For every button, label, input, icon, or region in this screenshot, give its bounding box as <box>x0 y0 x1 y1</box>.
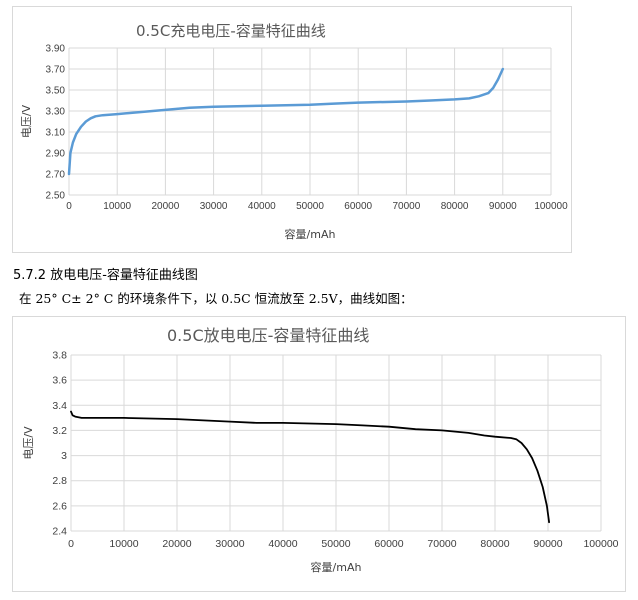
chart-svg: 0.5C充电电压-容量特征曲线 0 10000 20000 30000 40000 5000… <box>20 22 568 241</box>
x-tick-label: 100000 <box>534 201 568 212</box>
y-tick-label: 3.2 <box>52 425 67 437</box>
x-axis-label: 容量/mAh <box>311 560 362 574</box>
x-tick-label: 20000 <box>162 538 191 550</box>
section-heading: 5.7.2 放电电压-容量特征曲线图 <box>13 268 198 283</box>
chart-title: 0.5C充电电压-容量特征曲线 <box>136 22 326 40</box>
y-tick-label: 2.70 <box>46 170 66 181</box>
x-tick-label: 90000 <box>533 538 562 550</box>
x-tick-label: 30000 <box>215 538 244 550</box>
x-tick-label: 80000 <box>480 538 509 550</box>
x-tick-label: 10000 <box>103 201 131 212</box>
x-tick-label: 0 <box>68 538 74 550</box>
x-tick-label: 0 <box>66 201 72 212</box>
section-text: 在 25° C± 2° C 的环境条件下，以 0.5C 恒流放至 2.5V，曲线… <box>19 291 413 306</box>
series-line <box>70 410 550 524</box>
x-tick-label: 100000 <box>583 538 618 550</box>
x-tick-label: 20000 <box>151 201 179 212</box>
x-tick-label: 70000 <box>427 538 456 550</box>
y-tick-label: 3.4 <box>52 400 67 412</box>
y-tick-label: 2.4 <box>52 526 67 538</box>
y-tick-label: 2.8 <box>52 475 67 487</box>
x-tick-label: 40000 <box>268 538 297 550</box>
series-line <box>67 67 505 176</box>
x-tick-label: 70000 <box>392 201 420 212</box>
x-tick-label: 80000 <box>441 201 469 212</box>
x-tick-label: 40000 <box>248 201 276 212</box>
y-tick-label: 3.30 <box>46 107 66 118</box>
x-tick-label: 30000 <box>200 201 228 212</box>
y-tick-label: 3.70 <box>46 65 66 76</box>
y-tick-label: 3 <box>61 450 67 462</box>
x-tick-label: 60000 <box>374 538 403 550</box>
y-tick-label: 2.6 <box>52 500 67 512</box>
y-tick-label: 3.10 <box>46 128 66 139</box>
x-axis-label: 容量/mAh <box>285 227 336 241</box>
discharge-chart: 0.5C放电电压-容量特征曲线 0 10000 20000 30000 40000 5000… <box>12 316 626 592</box>
y-tick-label: 3.8 <box>52 350 67 362</box>
x-tick-label: 10000 <box>109 538 138 550</box>
y-tick-label: 3.50 <box>46 86 66 97</box>
y-tick-label: 3.90 <box>46 44 66 55</box>
chart-title: 0.5C放电电压-容量特征曲线 <box>167 326 369 345</box>
charge-chart: 0.5C充电电压-容量特征曲线 0 10000 20000 30000 40000 5000… <box>12 6 572 253</box>
y-tick-label: 2.50 <box>46 191 66 202</box>
y-tick-label: 3.6 <box>52 375 67 387</box>
x-tick-label: 50000 <box>321 538 350 550</box>
chart-svg: 0.5C放电电压-容量特征曲线 0 10000 20000 30000 40000 5000… <box>22 326 619 574</box>
y-axis-label: 电压/V <box>20 104 33 138</box>
y-axis-label: 电压/V <box>22 426 35 460</box>
y-tick-label: 2.90 <box>46 149 66 160</box>
x-tick-label: 90000 <box>489 201 517 212</box>
x-tick-label: 60000 <box>344 201 372 212</box>
x-tick-label: 50000 <box>296 201 324 212</box>
